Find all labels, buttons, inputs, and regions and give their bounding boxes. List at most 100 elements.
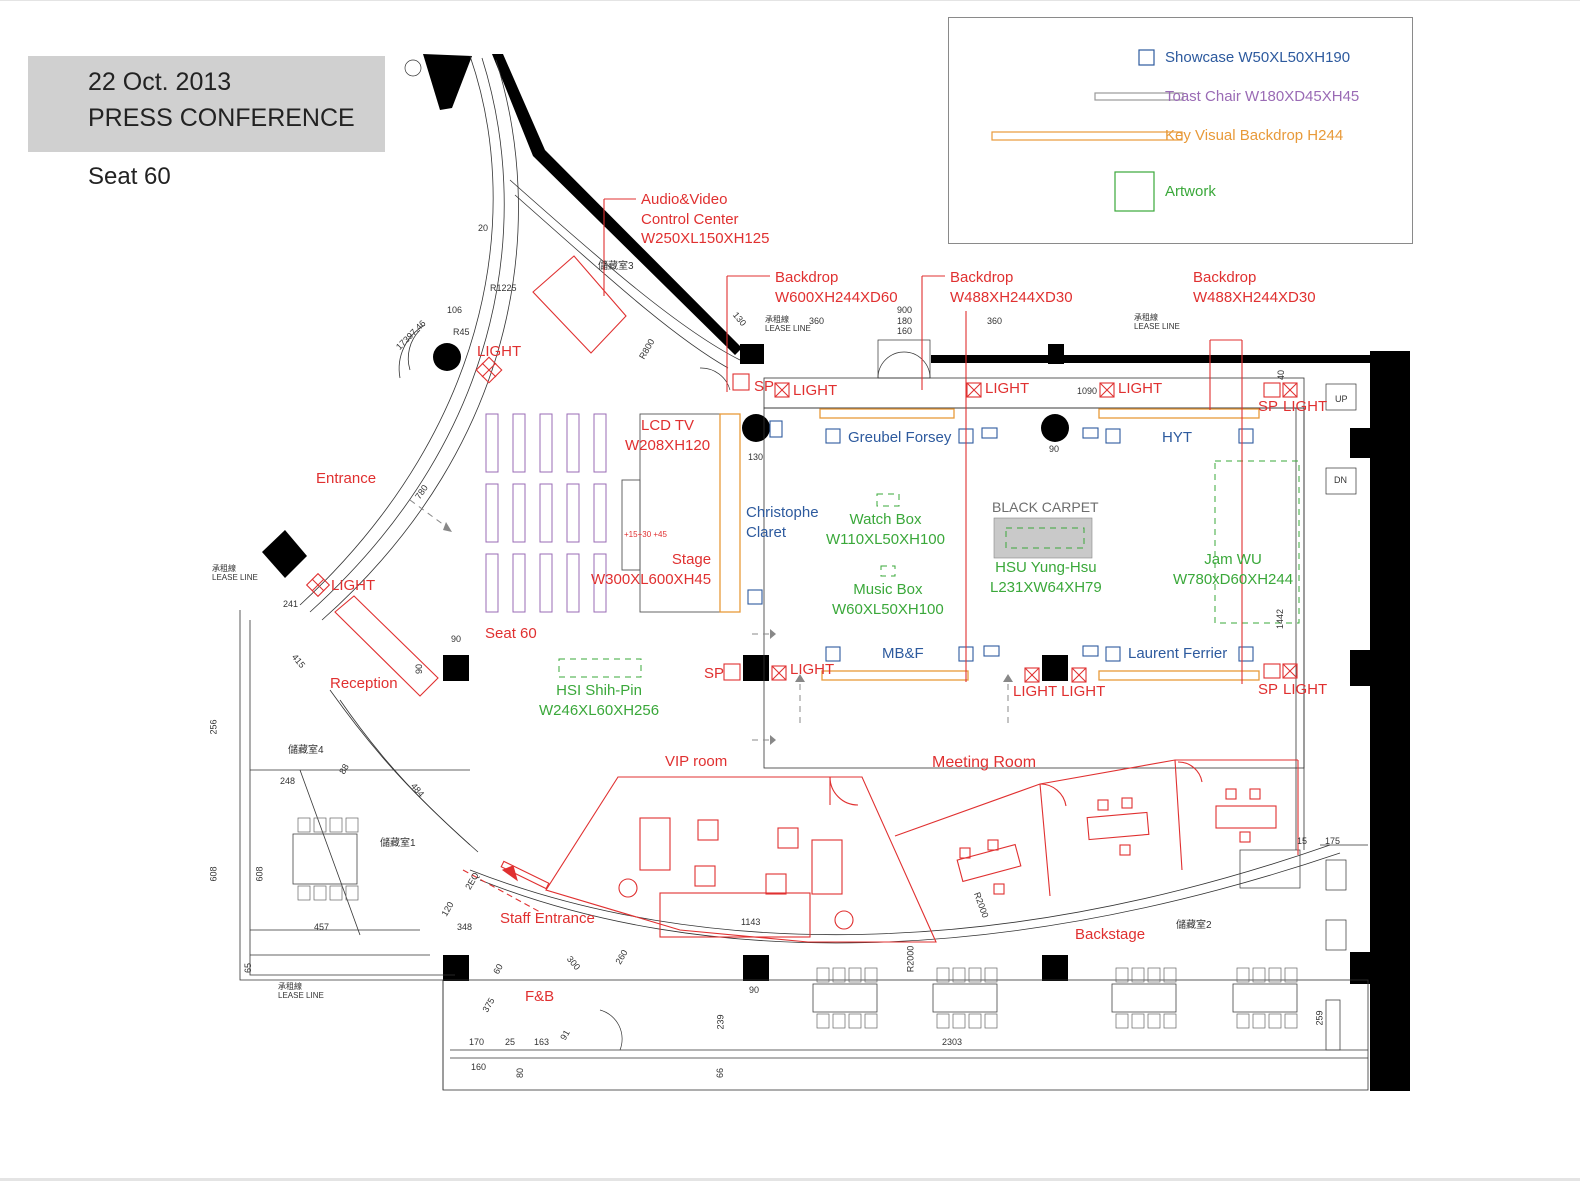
showcase-swatch (1138, 49, 1155, 66)
sp-label-1: SP (754, 378, 775, 395)
dim-163: 163 (534, 1037, 550, 1047)
dim-r45: R45 (453, 327, 470, 337)
legend-artwork: Artwork (1165, 183, 1216, 200)
mbf-label: MB&F (882, 645, 924, 662)
backdrop-2-label: Backdrop W488XH244XD30 (950, 269, 1073, 306)
jam-wu-label: Jam WU W780xD60XH244 (1173, 551, 1294, 588)
curved-wall-ne-2 (514, 194, 729, 369)
lease-line-2: 承租線 LEASE LINE (1134, 313, 1180, 331)
dim-175: 175 (1325, 836, 1341, 846)
dim-239: 239 (715, 1014, 726, 1030)
legend-swatches (991, 49, 1184, 212)
stairs-down-label: DN (1334, 475, 1347, 485)
laurent-ferrier-label: Laurent Ferrier (1128, 645, 1228, 662)
meeting-room-label: Meeting Room (932, 754, 1037, 771)
sp-label-3: SP (704, 665, 725, 682)
dim-40: 40 (1276, 369, 1287, 381)
north-west-wall (423, 54, 472, 110)
dim-259: 259 (1314, 1010, 1325, 1026)
seat-60-label: Seat 60 (485, 625, 537, 642)
legend-showcase: Showcase W50XL50XH190 (1165, 49, 1351, 66)
north-wall (931, 355, 1370, 363)
hyt-label: HYT (1162, 429, 1192, 446)
stairs-up-label: UP (1335, 394, 1348, 404)
dim-360-b: 360 (987, 316, 1003, 326)
light-label-1: LIGHT (793, 382, 838, 399)
reception-desk (334, 595, 439, 697)
legend-backdrop: Key Visual Backdrop H244 (1165, 127, 1344, 144)
dim-90-a: 90 (451, 634, 462, 644)
light-label-entrance: LIGHT (331, 577, 376, 594)
store-room-3-label: 儲藏室3 (598, 261, 634, 272)
sp-label-4: SP (1258, 681, 1279, 698)
av-center-label: Audio&Video Control Center W250XL150XH12… (641, 191, 770, 247)
dim-r2000-b: R2000 (905, 945, 916, 973)
east-pier-2 (1350, 650, 1372, 686)
dim-66: 66 (715, 1067, 726, 1079)
dim-1143: 1143 (741, 917, 761, 927)
top-rule (0, 0, 1580, 1)
small-fixtures (404, 59, 1357, 495)
light-label-6: LIGHT (1283, 681, 1328, 698)
dim-80: 80 (515, 1067, 526, 1079)
south-block (442, 979, 1369, 1091)
architectural-lines (239, 55, 1369, 1091)
bottom-rule (0, 1178, 1580, 1181)
dim-1442: 1442 (1275, 608, 1286, 630)
doors (599, 339, 1347, 1051)
artwork-swatch (1114, 171, 1155, 212)
column-stage (743, 655, 769, 681)
dim-608-b: 608 (254, 866, 265, 882)
backdrops (719, 408, 1260, 681)
store-room-1-label: 儲藏室1 (380, 838, 416, 849)
dim-348: 348 (457, 922, 473, 932)
store-room-2-label: 儲藏室2 (1176, 920, 1212, 931)
dim-20: 20 (478, 223, 489, 233)
dim-170: 170 (469, 1037, 485, 1047)
dim-241: 241 (283, 599, 299, 609)
north-corridor (763, 377, 1305, 409)
store-room-4-label: 儲藏室4 (288, 745, 324, 756)
toast-chair-swatch (1094, 92, 1184, 101)
round-column-center (1041, 414, 1069, 442)
dim-65: 65 (243, 962, 254, 974)
dim-900: 900 (897, 305, 913, 315)
hsi-shih-pin-label: HSI Shih-Pin W246XL60XH256 (539, 682, 660, 719)
lcd-tv-label: LCD TV W208XH120 (625, 417, 711, 454)
stage-label: Stage W300XL600XH45 (591, 551, 712, 588)
walls (262, 54, 1410, 1091)
east-wall (1370, 351, 1410, 1091)
staff-entrance-label: Staff Entrance (500, 910, 595, 927)
light-label-5: LIGHT (790, 661, 835, 678)
event-date: 22 Oct. 2013 (88, 68, 232, 96)
light-label-2: LIGHT (985, 380, 1030, 397)
black-carpet-label: BLACK CARPET (992, 499, 1099, 515)
title-box: 22 Oct. 2013 PRESS CONFERENCE (28, 56, 385, 152)
round-column-west (433, 343, 461, 371)
backstage-tables (292, 833, 1341, 1051)
dim-1090: 1090 (1077, 386, 1098, 396)
diagonal-wall (492, 54, 742, 355)
meeting-room (894, 759, 1298, 837)
backdrop-1-label: Backdrop W600XH244XD60 (775, 269, 898, 306)
west-wing (239, 610, 444, 1090)
backstage-label: Backstage (1075, 926, 1146, 943)
hsu-label: HSU Yung-Hsu L231XW64XH79 (990, 559, 1102, 596)
column-center (1042, 655, 1068, 681)
fb-label: F&B (525, 988, 555, 1005)
dim-90-d: 90 (1049, 444, 1060, 454)
column-s2 (1042, 955, 1068, 981)
light-fixtures (305, 356, 1298, 683)
curved-facade-inner-2 (321, 59, 519, 621)
light-label-4: LIGHT (1283, 398, 1328, 415)
dim-130-b: 130 (748, 452, 764, 462)
south-curve-outer (469, 844, 1331, 936)
christophe-claret-label: Christophe Claret (746, 504, 819, 541)
curved-facade-inner (309, 57, 505, 613)
audience-seats (485, 413, 607, 613)
dim-90-b: 90 (414, 663, 425, 675)
dim-180: 180 (897, 316, 913, 326)
curved-wall-ne (509, 179, 741, 361)
lease-line-4: 承租線 LEASE LINE (278, 982, 324, 1000)
